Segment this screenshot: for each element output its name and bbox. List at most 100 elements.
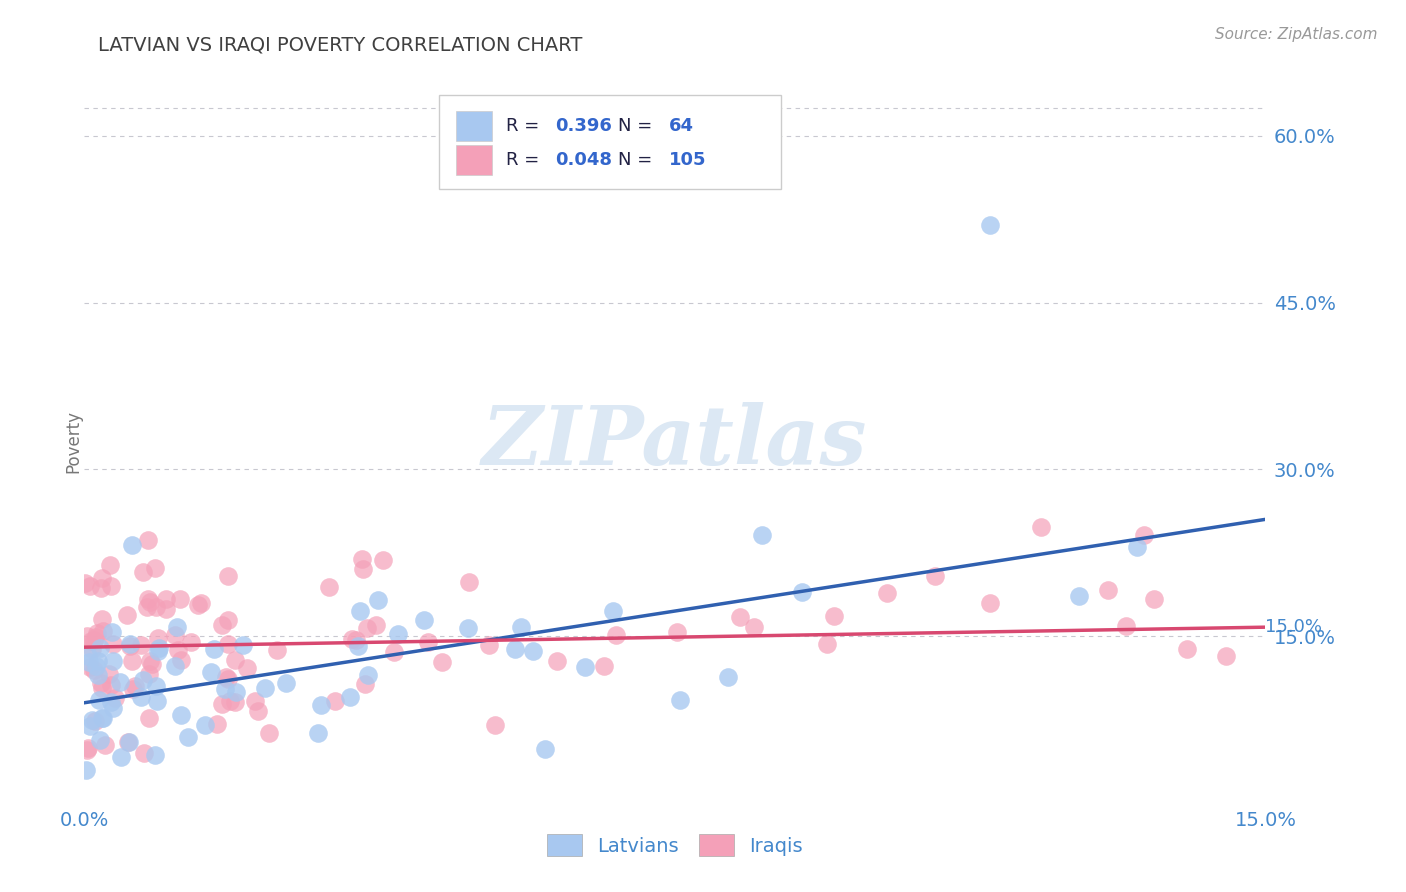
Point bbox=[367, 593, 389, 607]
Point bbox=[90, 570, 112, 584]
Point bbox=[751, 528, 773, 542]
Point bbox=[145, 694, 167, 708]
Point bbox=[118, 637, 141, 651]
Point bbox=[132, 566, 155, 580]
Point bbox=[1031, 519, 1053, 533]
Point bbox=[124, 679, 146, 693]
Point bbox=[876, 586, 898, 600]
Point bbox=[225, 685, 247, 699]
Point bbox=[352, 562, 374, 576]
Point bbox=[118, 735, 141, 749]
Point bbox=[138, 711, 160, 725]
Point bbox=[167, 643, 190, 657]
Point bbox=[1097, 583, 1119, 598]
Point bbox=[79, 634, 101, 648]
Point bbox=[83, 632, 105, 647]
Point bbox=[1067, 589, 1090, 603]
Point bbox=[84, 714, 107, 729]
Legend: Latvians, Iraqis: Latvians, Iraqis bbox=[538, 826, 811, 864]
Point bbox=[86, 654, 108, 668]
Point bbox=[146, 644, 169, 658]
Point bbox=[308, 726, 330, 740]
Point bbox=[138, 595, 160, 609]
Point bbox=[247, 704, 270, 718]
Point bbox=[215, 670, 238, 684]
Point bbox=[505, 641, 527, 656]
Text: LATVIAN VS IRAQI POVERTY CORRELATION CHART: LATVIAN VS IRAQI POVERTY CORRELATION CHA… bbox=[98, 36, 583, 54]
Point bbox=[170, 708, 193, 723]
Point bbox=[546, 654, 568, 668]
Point bbox=[91, 711, 114, 725]
Point bbox=[311, 698, 333, 712]
Point bbox=[717, 670, 740, 684]
Point bbox=[89, 640, 111, 655]
Point bbox=[79, 719, 101, 733]
Point bbox=[356, 621, 378, 635]
Point bbox=[90, 581, 112, 595]
Point bbox=[177, 730, 200, 744]
Text: ZIPatlas: ZIPatlas bbox=[482, 401, 868, 482]
Text: 15.0%: 15.0% bbox=[1265, 618, 1323, 636]
Point bbox=[458, 574, 481, 589]
Point bbox=[80, 641, 103, 656]
Point bbox=[522, 643, 544, 657]
Point bbox=[118, 639, 141, 653]
Point bbox=[187, 598, 209, 612]
Point bbox=[77, 655, 100, 669]
Point bbox=[382, 645, 405, 659]
Point bbox=[204, 642, 226, 657]
Point bbox=[163, 628, 186, 642]
Point bbox=[205, 717, 228, 731]
Point bbox=[1143, 591, 1166, 606]
Point bbox=[166, 620, 188, 634]
Text: R =: R = bbox=[506, 151, 546, 169]
Point bbox=[138, 667, 160, 681]
Point bbox=[533, 742, 555, 756]
Point bbox=[132, 673, 155, 688]
Point bbox=[200, 665, 222, 679]
Point bbox=[141, 657, 163, 672]
Point bbox=[211, 618, 233, 632]
Point bbox=[979, 596, 1001, 610]
Point bbox=[115, 607, 138, 622]
Point bbox=[742, 619, 765, 633]
Point bbox=[214, 681, 236, 696]
Point bbox=[339, 690, 361, 704]
Point bbox=[121, 681, 143, 696]
Point bbox=[101, 654, 124, 668]
Point bbox=[129, 638, 152, 652]
Point bbox=[457, 621, 479, 635]
Point bbox=[117, 734, 139, 748]
Point bbox=[669, 693, 692, 707]
Point bbox=[432, 655, 454, 669]
Point bbox=[387, 627, 409, 641]
Point bbox=[76, 629, 98, 643]
Point bbox=[224, 653, 246, 667]
Text: Source: ZipAtlas.com: Source: ZipAtlas.com bbox=[1215, 27, 1378, 42]
Point bbox=[211, 697, 233, 711]
Point bbox=[318, 580, 340, 594]
Point bbox=[76, 740, 98, 755]
Point bbox=[84, 658, 107, 673]
Point bbox=[129, 690, 152, 704]
Point bbox=[236, 661, 259, 675]
Text: 64: 64 bbox=[669, 117, 695, 135]
Point bbox=[82, 714, 104, 728]
Point bbox=[86, 626, 108, 640]
Point bbox=[91, 624, 114, 638]
Text: N =: N = bbox=[619, 151, 658, 169]
Point bbox=[253, 681, 276, 696]
Point bbox=[110, 675, 132, 690]
Point bbox=[100, 558, 122, 572]
Text: R =: R = bbox=[506, 117, 546, 135]
Point bbox=[257, 725, 280, 739]
Text: N =: N = bbox=[619, 117, 658, 135]
Point bbox=[143, 747, 166, 762]
Point bbox=[76, 742, 98, 756]
Point bbox=[94, 738, 117, 752]
Point bbox=[170, 653, 193, 667]
Point bbox=[145, 679, 167, 693]
Point bbox=[815, 637, 838, 651]
Point bbox=[86, 668, 108, 682]
Point bbox=[344, 632, 367, 647]
